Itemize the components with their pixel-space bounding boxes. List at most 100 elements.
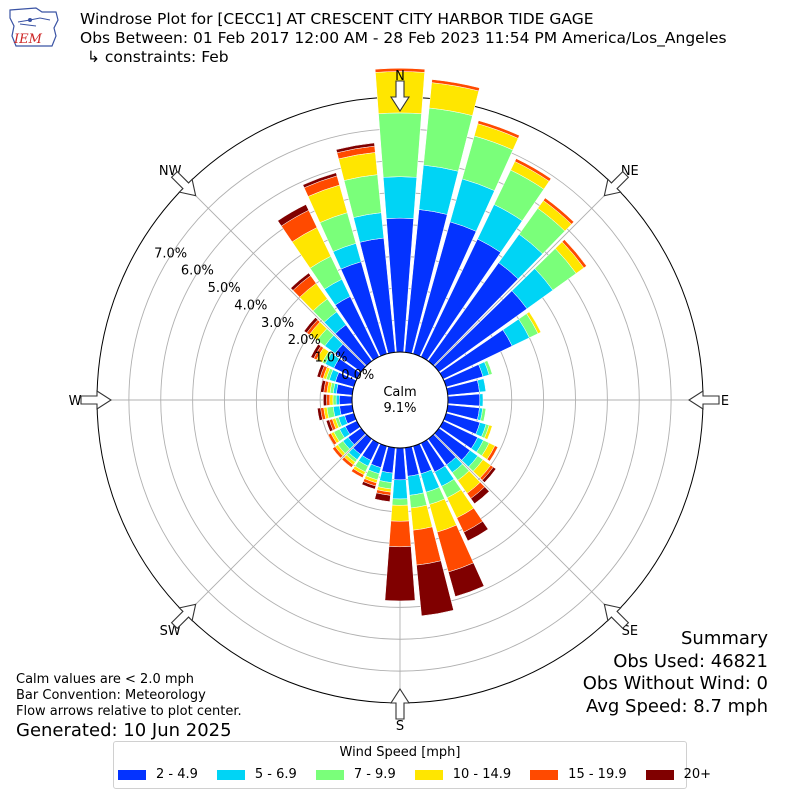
legend-label: 2 - 4.9: [156, 767, 198, 782]
legend-item: 5 - 6.9: [216, 767, 297, 782]
flow-arrows-note: Flow arrows relative to plot center.: [16, 704, 242, 719]
wind-bar-segment: [382, 176, 418, 219]
obs-used: Obs Used: 46821: [613, 650, 768, 672]
wind-bar-segment: [374, 68, 426, 73]
wind-bar-segment: [447, 393, 481, 407]
obs-without-wind: Obs Without Wind: 0: [582, 673, 768, 694]
grid-spoke: [433, 185, 615, 367]
compass-label: SW: [160, 624, 181, 639]
title-line-2: Obs Between: 01 Feb 2017 12:00 AM - 28 F…: [80, 29, 727, 47]
avg-speed: Avg Speed: 8.7 mph: [586, 695, 768, 717]
wind-bar-segment: [477, 120, 520, 139]
wind-bar-segment: [316, 364, 325, 378]
wind-bar-segment: [480, 407, 487, 422]
chart-notes: Calm values are < 2.0 mph Bar Convention…: [16, 672, 242, 720]
legend: Wind Speed [mph] 2 - 4.9 5 - 6.9 7 - 9.9 10…: [113, 741, 711, 789]
wind-bar-segment: [317, 407, 323, 421]
flow-arrow-icon: [80, 389, 113, 411]
summary-title: Summary: [681, 628, 768, 649]
wind-bar-segment: [484, 360, 493, 376]
wind-bar-segment: [326, 394, 331, 406]
wind-bar-segment: [353, 212, 385, 243]
wind-bar-segment: [542, 197, 575, 225]
wind-bar-segment: [323, 393, 327, 407]
wind-bar-segment: [341, 456, 354, 468]
legend-title: Wind Speed [mph]: [339, 745, 461, 760]
flow-arrow-icon: [389, 687, 411, 720]
wind-bar-segment: [412, 526, 442, 566]
wind-bar-segment: [479, 393, 484, 407]
generated-date: Generated: 10 Jun 2025: [16, 720, 232, 741]
compass-label: W: [69, 394, 82, 409]
legend-item: 2 - 4.9: [118, 767, 198, 782]
radial-tick-label: 0.0%: [341, 368, 374, 383]
wind-bar-segment: [384, 546, 416, 602]
wind-bar-segment: [463, 520, 489, 542]
wind-bar-segment: [320, 379, 326, 393]
wind-bar-segment: [310, 343, 322, 359]
wind-bar-segment: [393, 447, 407, 481]
wind-bar-segment: [335, 142, 375, 154]
legend-label: 10 - 14.9: [452, 767, 512, 782]
legend-swatch: [118, 769, 146, 780]
wind-bar-segment: [416, 560, 454, 617]
flow-arrow-icon: [603, 603, 630, 630]
radial-tick-label: 2.0%: [288, 333, 321, 348]
flow-arrow-icon: [687, 389, 720, 411]
wind-bar-segment: [407, 474, 424, 496]
wind-bar-segment: [351, 468, 365, 479]
legend-label: 7 - 9.9: [353, 767, 396, 782]
legend-item: 15 - 19.9: [530, 767, 627, 782]
legend-label: 5 - 6.9: [254, 767, 297, 782]
wind-bar-segment: [561, 239, 587, 269]
legend-items: 2 - 4.9 5 - 6.9 7 - 9.9 10 - 14.9 15 - 19.9 2…: [118, 767, 711, 782]
legend-label: 20+: [683, 767, 712, 782]
wind-bar-segment: [361, 481, 377, 490]
wind-bar-segment: [332, 446, 344, 459]
iem-logo: IEM: [9, 7, 59, 47]
flow-arrow-icon: [603, 170, 630, 197]
legend-swatch: [414, 769, 443, 780]
wind-bar-segment: [514, 158, 552, 182]
radial-tick-label: 1.0%: [314, 350, 347, 365]
legend-item: 7 - 9.9: [315, 767, 396, 782]
compass-label: S: [396, 719, 404, 734]
grid-spoke: [185, 433, 367, 615]
wind-bar-segment: [329, 394, 334, 406]
wind-bar-segment: [431, 79, 480, 92]
radial-tick-label: 5.0%: [208, 281, 241, 296]
flow-arrow-icon: [389, 80, 411, 113]
wind-bar-segment: [388, 520, 412, 548]
calm-label: Calm: [383, 385, 416, 400]
wind-bar-segment: [410, 504, 433, 531]
wind-bar-segment: [470, 486, 490, 505]
wind-bar-segment: [277, 204, 310, 227]
grid-spoke: [185, 185, 367, 367]
logo-text: IEM: [13, 32, 43, 47]
calm-circle: [351, 351, 449, 449]
wind-bar-segment: [418, 164, 459, 215]
wind-bar-segment: [343, 174, 382, 218]
flow-arrow-icon: [170, 603, 197, 630]
wind-bar-segment: [374, 492, 391, 502]
wind-bar-segment: [390, 504, 410, 522]
wind-bar-segment: [486, 445, 499, 462]
compass-label: N: [395, 69, 405, 84]
legend-swatch: [315, 769, 344, 780]
wind-bar-segment: [481, 466, 497, 483]
wind-bar-segment: [378, 112, 422, 178]
radial-tick-label: 6.0%: [181, 264, 214, 279]
wind-bar-segment: [303, 317, 319, 334]
title-line-1: Windrose Plot for [CECC1] AT CRESCENT CI…: [80, 10, 594, 28]
wind-bar-segment: [339, 395, 353, 405]
calm-note: Calm values are < 2.0 mph: [16, 672, 195, 687]
wind-bar-segment: [332, 394, 337, 406]
wind-bar-segment: [325, 419, 334, 432]
wind-bar-segment: [448, 562, 485, 597]
compass-label: SE: [622, 624, 638, 639]
wind-bar-segment: [423, 107, 473, 172]
summary-box: Summary Obs Used: 46821 Obs Without Wind…: [583, 628, 768, 718]
flow-arrow-icon: [170, 170, 197, 197]
calm-value: 9.1%: [383, 401, 416, 416]
